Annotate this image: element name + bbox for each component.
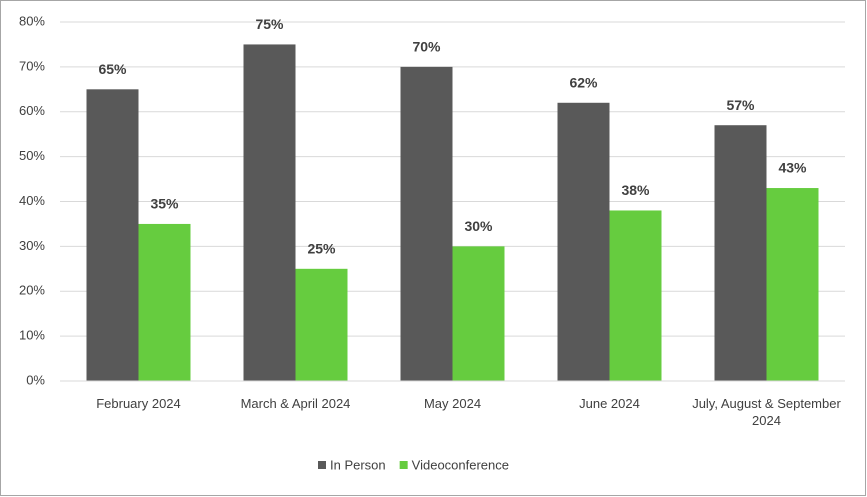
y-tick-label: 60%	[19, 103, 45, 118]
y-tick-label: 10%	[19, 328, 45, 343]
bar	[86, 89, 139, 381]
value-label: 75%	[255, 16, 284, 32]
y-tick-label: 70%	[19, 58, 45, 73]
x-tick-label: June 2024	[579, 396, 640, 411]
value-label: 25%	[307, 241, 336, 257]
bar	[714, 125, 767, 382]
legend-label: In Person	[330, 457, 386, 472]
y-tick-label: 80%	[19, 13, 45, 28]
x-tick-label: March & April 2024	[240, 396, 351, 411]
y-tick-label: 0%	[26, 372, 45, 387]
value-label: 62%	[569, 74, 598, 90]
bar	[400, 66, 453, 381]
y-tick-label: 50%	[19, 148, 45, 163]
legend-swatch	[399, 461, 408, 469]
bar	[243, 44, 296, 381]
x-tick-label: May 2024	[423, 396, 482, 411]
legend-swatch	[318, 461, 326, 469]
value-label: 38%	[621, 182, 650, 198]
bar	[557, 102, 610, 382]
legend-label: Videoconference	[412, 457, 509, 472]
value-label: 57%	[726, 97, 755, 113]
bar	[295, 268, 348, 381]
value-label: 43%	[778, 160, 807, 176]
bar	[766, 188, 819, 381]
bar	[138, 223, 191, 381]
value-label: 70%	[412, 39, 441, 55]
x-tick-label: July, August & September 2024	[692, 396, 841, 428]
bar	[609, 210, 662, 381]
y-tick-label: 40%	[19, 193, 45, 208]
x-tick-label: February 2024	[96, 396, 181, 411]
bar	[452, 246, 505, 381]
y-tick-label: 30%	[19, 238, 45, 253]
value-label: 65%	[98, 61, 127, 77]
y-tick-label: 20%	[19, 283, 45, 298]
value-label: 35%	[150, 196, 179, 212]
value-label: 30%	[464, 218, 493, 234]
